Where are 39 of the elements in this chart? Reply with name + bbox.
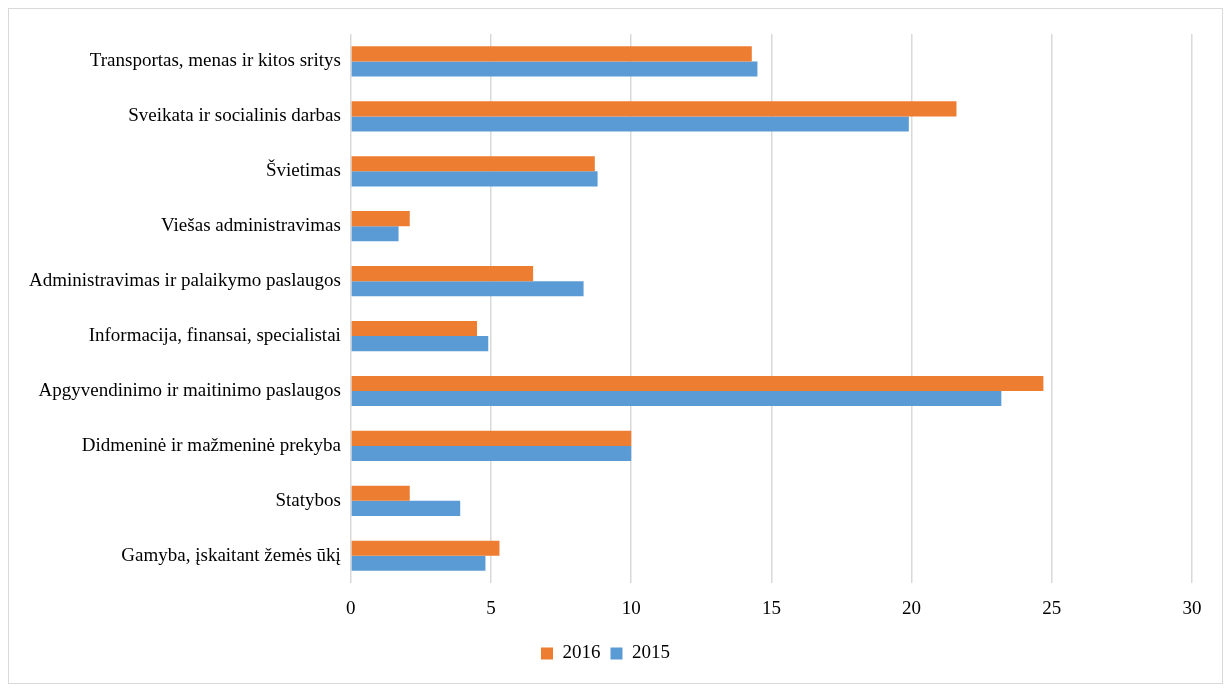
x-tick-label: 10 (621, 596, 641, 618)
bar (351, 540, 500, 556)
y-tick-label: Informacija, finansai, specialistai (88, 324, 341, 346)
x-tick-label: 30 (1182, 596, 1202, 618)
bar (351, 430, 632, 446)
bar (351, 485, 410, 501)
y-tick-label: Švietimas (265, 159, 341, 181)
bar (351, 211, 410, 227)
legend-label: 2016 (562, 641, 601, 663)
bar (351, 116, 909, 132)
y-tick-label: Gamyba, įskaitant žemės ūkį (121, 543, 341, 565)
y-tick-label: Administravimas ir palaikymo paslaugos (28, 269, 341, 291)
legend-label: 2015 (632, 641, 670, 663)
y-tick-label: Didmeninė ir mažmeninė prekyba (81, 433, 342, 455)
x-tick-label: 20 (902, 596, 922, 618)
y-tick-label: Statybos (275, 488, 341, 510)
bar (351, 266, 534, 282)
bar (351, 171, 598, 187)
y-tick-label: Viešas administravimas (161, 214, 341, 236)
bar (351, 226, 399, 242)
bar (351, 320, 478, 337)
bar (351, 390, 1002, 407)
bar (351, 156, 595, 172)
bar (351, 61, 758, 77)
y-tick-label: Apgyvendinimo ir maitinimo paslaugos (38, 378, 341, 400)
bar (351, 500, 461, 516)
bar (351, 375, 1044, 391)
x-tick-label: 0 (346, 596, 356, 618)
x-tick-label: 25 (1042, 596, 1062, 618)
y-tick-label: Sveikata ir socialinis darbas (128, 104, 341, 126)
bar (351, 281, 584, 297)
bar (351, 46, 752, 62)
y-tick-label: Transportas, menas ir kitos sritys (89, 49, 341, 71)
bar (351, 336, 489, 352)
bar (351, 101, 957, 117)
bar (351, 555, 486, 571)
bar (351, 445, 632, 461)
x-tick-label: 15 (761, 596, 781, 618)
x-tick-label: 5 (486, 596, 496, 618)
